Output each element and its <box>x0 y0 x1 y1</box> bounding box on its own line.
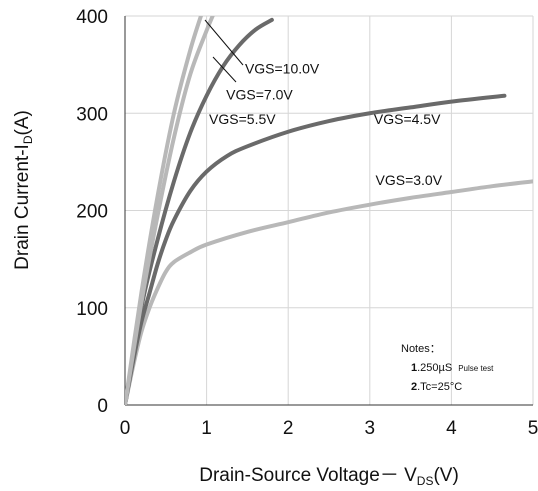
y-tick-label: 400 <box>76 7 108 28</box>
x-tick-label: 3 <box>365 418 376 439</box>
y-axis-title-main: Drain Current-I <box>12 144 33 270</box>
series-label-4: VGS=3.0V <box>376 172 443 188</box>
notes-line-2: 2.Tc=25°C <box>411 381 462 393</box>
notes-title: Notes： <box>401 343 441 355</box>
y-axis-title: Drain Current-ID(A) <box>12 110 35 270</box>
grid-lines <box>125 15 534 405</box>
y-axis-title-unit: (A) <box>12 110 33 135</box>
x-tick-label: 5 <box>528 418 538 439</box>
series-line-1 <box>125 93 507 405</box>
y-axis-title-sub: D <box>21 135 35 144</box>
notes-line-1: 1.250µS Pulse test <box>411 362 494 374</box>
series-label-1: VGS=7.0V <box>226 87 293 103</box>
series-line-2 <box>125 17 274 405</box>
x-axis-title: Drain-Source Voltage－ VDS(V) <box>199 465 459 488</box>
x-axis-title-sub: DS <box>417 474 434 488</box>
series-line-4 <box>125 16 204 405</box>
series-label-3: VGS=4.5V <box>374 111 441 127</box>
series-lines <box>125 16 533 405</box>
y-tick-label: 0 <box>97 396 108 417</box>
x-tick-label: 4 <box>446 418 457 439</box>
series-label-2: VGS=5.5V <box>209 111 276 127</box>
axes <box>124 16 533 406</box>
x-axis-title-main: Drain-Source Voltage－ V <box>199 465 417 486</box>
series-label-0: VGS=10.0V <box>245 60 320 76</box>
notes-box: Notes： 1.250µS Pulse test 2.Tc=25°C <box>401 343 494 393</box>
y-tick-label: 300 <box>76 104 108 125</box>
x-axis-title-unit: (V) <box>433 465 458 486</box>
tick-labels: 0 1 2 3 4 5 0 100 200 300 400 <box>76 7 538 439</box>
x-tick-label: 0 <box>120 418 131 439</box>
x-tick-label: 1 <box>201 418 212 439</box>
y-tick-label: 100 <box>76 299 108 320</box>
y-tick-label: 200 <box>76 202 108 223</box>
pointer-line-10v <box>204 19 244 66</box>
pointer-line-7v <box>212 56 237 83</box>
x-tick-label: 2 <box>283 418 294 439</box>
series-line-0 <box>125 179 533 405</box>
series-annotations: VGS=10.0V VGS=7.0V VGS=5.5V VGS=4.5V VGS=3.0… <box>204 19 443 188</box>
